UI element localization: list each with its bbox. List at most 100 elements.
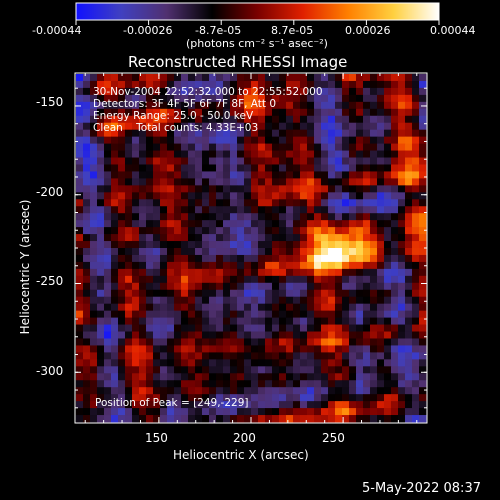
heatmap-cell: [146, 94, 154, 103]
heatmap-cell: [195, 324, 203, 332]
heatmap-cell: [181, 268, 189, 277]
heatmap-cell: [97, 401, 105, 409]
heatmap-cell: [342, 206, 350, 214]
heatmap-cell: [384, 289, 392, 298]
heatmap-cell: [83, 185, 91, 193]
heatmap-cell: [391, 74, 399, 82]
heatmap-cell: [125, 296, 133, 305]
heatmap-cell: [356, 359, 364, 367]
heatmap-cell: [202, 178, 210, 186]
heatmap-cell: [90, 324, 98, 332]
heatmap-cell: [118, 331, 126, 339]
heatmap-cell: [118, 157, 126, 165]
heatmap-cell: [258, 206, 266, 214]
heatmap-cell: [209, 185, 217, 193]
heatmap-cell: [125, 94, 133, 103]
heatmap-cell: [405, 366, 413, 374]
heatmap-cell: [139, 74, 147, 82]
heatmap-cell: [118, 324, 126, 332]
heatmap-cell: [405, 241, 413, 249]
heatmap-cell: [349, 324, 357, 332]
heatmap-cell: [363, 220, 371, 228]
heatmap-cell: [216, 115, 224, 124]
heatmap-cell: [188, 317, 196, 325]
heatmap-cell: [307, 408, 315, 416]
heatmap-cell: [328, 241, 336, 249]
heatmap-cell: [405, 129, 413, 138]
heatmap-cell: [251, 289, 259, 298]
heatmap-cell: [335, 227, 343, 235]
heatmap-cell: [258, 338, 266, 346]
heatmap-cell: [139, 387, 147, 395]
heatmap-cell: [384, 282, 392, 291]
heatmap-cell: [202, 94, 210, 103]
heatmap-cell: [405, 268, 413, 277]
heatmap-cell: [139, 331, 147, 339]
heatmap-cell: [314, 268, 322, 277]
heatmap-cell: [188, 157, 196, 165]
heatmap-cell: [377, 359, 385, 367]
heatmap-cell: [118, 415, 126, 423]
heatmap-cell: [125, 248, 133, 256]
heatmap-cell: [125, 192, 133, 200]
heatmap-cell: [384, 310, 392, 318]
heatmap-cell: [244, 275, 252, 284]
heatmap-cell: [391, 380, 399, 388]
heatmap-cell: [384, 331, 392, 339]
heatmap-cell: [307, 115, 315, 124]
heatmap-cell: [286, 303, 294, 312]
heatmap-cell: [209, 178, 217, 186]
heatmap-cell: [237, 324, 245, 332]
heatmap-cell: [384, 80, 392, 89]
heatmap-cell: [202, 373, 210, 381]
heatmap-cell: [118, 268, 126, 277]
heatmap-cell: [111, 408, 119, 416]
heatmap-cell: [181, 317, 189, 325]
heatmap-cell: [328, 101, 336, 110]
heatmap-cell: [90, 331, 98, 339]
heatmap-cell: [265, 366, 273, 374]
heatmap-cell: [398, 185, 406, 193]
heatmap-cell: [391, 129, 399, 138]
heatmap-cell: [391, 171, 399, 179]
heatmap-cell: [146, 185, 154, 193]
heatmap-cell: [174, 282, 182, 291]
heatmap-cell: [377, 324, 385, 332]
heatmap-cell: [314, 157, 322, 165]
heatmap-cell: [125, 282, 133, 291]
heatmap-cell: [181, 373, 189, 381]
heatmap-cell: [83, 324, 91, 332]
heatmap-cell: [307, 282, 315, 291]
heatmap-cell: [328, 171, 336, 179]
heatmap-cell: [174, 192, 182, 200]
heatmap-cell: [356, 261, 364, 270]
heatmap-cell: [265, 401, 273, 409]
heatmap-cell: [216, 380, 224, 388]
heatmap-cell: [237, 136, 245, 144]
heatmap-cell: [370, 206, 378, 214]
heatmap-cell: [265, 296, 273, 305]
heatmap-cell: [146, 282, 154, 291]
heatmap-cell: [209, 275, 217, 284]
heatmap-cell: [321, 254, 329, 263]
heatmap-cell: [174, 94, 182, 103]
heatmap-cell: [111, 101, 119, 110]
heatmap-cell: [125, 234, 133, 242]
heatmap-cell: [223, 213, 231, 221]
heatmap-cell: [139, 415, 147, 423]
heatmap-cell: [83, 296, 91, 305]
heatmap-cell: [188, 408, 196, 416]
heatmap-cell: [216, 387, 224, 395]
heatmap-cell: [209, 87, 217, 96]
heatmap-cell: [384, 387, 392, 395]
heatmap-cell: [83, 394, 91, 402]
heatmap-cell: [258, 317, 266, 325]
heatmap-cell: [216, 345, 224, 353]
heatmap-cell: [160, 143, 168, 151]
heatmap-cell: [76, 359, 84, 367]
heatmap-cell: [391, 415, 399, 423]
heatmap-cell: [209, 380, 217, 388]
heatmap-cell: [153, 275, 161, 284]
heatmap-cell: [244, 394, 252, 402]
heatmap-cell: [314, 220, 322, 228]
